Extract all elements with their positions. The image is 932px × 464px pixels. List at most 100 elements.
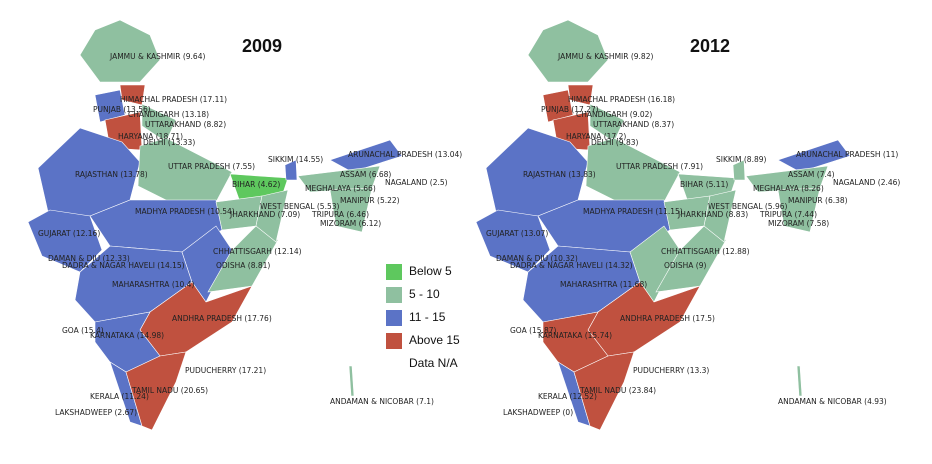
state-label: WEST BENGAL (5.96) bbox=[708, 202, 788, 211]
state-label: CHHATTISGARH (12.88) bbox=[661, 247, 750, 256]
state-shape bbox=[573, 351, 635, 431]
state-label: HARYANA (18.71) bbox=[118, 132, 183, 141]
state-label: MIZORAM (6.12) bbox=[320, 219, 381, 228]
state-label: BIHAR (5.11) bbox=[680, 180, 728, 189]
state-label: ARUNACHAL PRADESH (13.04) bbox=[348, 150, 462, 159]
state-label: CHHATTISGARH (12.14) bbox=[213, 247, 302, 256]
state-shape bbox=[703, 189, 737, 243]
state-shape bbox=[348, 365, 355, 397]
state-label: ASSAM (7.4) bbox=[788, 170, 835, 179]
state-shape bbox=[207, 225, 279, 293]
state-shape bbox=[527, 19, 609, 83]
state-shape bbox=[796, 365, 803, 397]
legend-swatch bbox=[386, 287, 402, 303]
state-label: DELHI (13.33) bbox=[143, 138, 195, 147]
state-label: GOA (15.87) bbox=[510, 326, 556, 335]
state-label: ODISHA (8.81) bbox=[216, 261, 270, 270]
state-label: MANIPUR (6.38) bbox=[788, 196, 848, 205]
state-shape bbox=[79, 19, 161, 83]
legend-swatch bbox=[386, 264, 402, 280]
state-label: TAMIL NADU (23.84) bbox=[579, 386, 656, 395]
legend-swatch bbox=[386, 310, 402, 326]
state-label: ANDAMAN & NICOBAR (7.1) bbox=[330, 397, 434, 406]
state-label: LAKSHADWEEP (0) bbox=[503, 408, 573, 417]
state-label: MANIPUR (5.22) bbox=[340, 196, 400, 205]
state-shape bbox=[475, 209, 551, 273]
state-shape bbox=[777, 139, 851, 173]
state-label: PUDUCHERRY (13.3) bbox=[633, 366, 709, 375]
state-label: ASSAM (6.68) bbox=[340, 170, 391, 179]
state-label: DADRA & NAGAR HAVELI (14.32) bbox=[510, 261, 633, 270]
state-shape bbox=[125, 351, 187, 431]
legend-label: Data N/A bbox=[409, 356, 458, 370]
state-label: SIKKIM (8.89) bbox=[716, 155, 767, 164]
state-label: KARNATAKA (15.74) bbox=[538, 331, 612, 340]
state-label: DAMAN & DIU (12.33) bbox=[48, 254, 130, 263]
state-label: HARYANA (17.2) bbox=[566, 132, 626, 141]
state-shape bbox=[329, 187, 373, 233]
state-label: ANDAMAN & NICOBAR (4.93) bbox=[778, 397, 887, 406]
map: 2009 JAMMU & KASHMIR (9.64) HIMACHAL PRADE… bbox=[27, 19, 462, 431]
state-label: GUJARAT (12.16) bbox=[38, 229, 100, 238]
state-label: DAMAN & DIU (10.32) bbox=[496, 254, 578, 263]
state-label: HIMACHAL PRADESH (17.11) bbox=[120, 95, 227, 104]
state-label: NAGALAND (2.5) bbox=[385, 178, 448, 187]
state-label: UTTAR PRADESH (7.55) bbox=[168, 162, 255, 171]
map-year: 2012 bbox=[690, 36, 730, 56]
state-label: BIHAR (4.62) bbox=[232, 180, 280, 189]
state-label: DELHI (9.83) bbox=[591, 138, 639, 147]
state-label: SIKKIM (14.55) bbox=[268, 155, 323, 164]
state-shape bbox=[655, 225, 727, 293]
state-label: ANDHRA PRADESH (17.76) bbox=[172, 314, 272, 323]
state-label: RAJASTHAN (13.83) bbox=[523, 170, 596, 179]
state-label: MADHYA PRADESH (10.54) bbox=[135, 207, 235, 216]
state-label: JAMMU & KASHMIR (9.82) bbox=[557, 52, 653, 61]
state-label: MEGHALAYA (5.66) bbox=[305, 184, 376, 193]
state-label: TRIPURA (6.46) bbox=[311, 210, 369, 219]
state-label: UTTAR PRADESH (7.91) bbox=[616, 162, 703, 171]
map: 2012 JAMMU & KASHMIR (9.82) HIMACHAL PRADE… bbox=[475, 19, 900, 431]
state-label: NAGALAND (2.46) bbox=[833, 178, 900, 187]
state-shape bbox=[732, 159, 746, 181]
state-label: KERALA (11.24) bbox=[90, 392, 149, 401]
state-label: TAMIL NADU (20.65) bbox=[131, 386, 208, 395]
state-shape bbox=[284, 159, 298, 181]
state-label: PUDUCHERRY (17.21) bbox=[185, 366, 266, 375]
state-shape bbox=[94, 89, 126, 123]
state-label: UTTARAKHAND (8.82) bbox=[145, 120, 226, 129]
state-label: ODISHA (9) bbox=[664, 261, 707, 270]
state-label: KERALA (12.52) bbox=[538, 392, 597, 401]
state-shape bbox=[329, 139, 403, 173]
state-label: MEGHALAYA (8.26) bbox=[753, 184, 824, 193]
state-label: JHARKHAND (8.83) bbox=[677, 210, 748, 219]
map-year: 2009 bbox=[242, 36, 282, 56]
state-label: MADHYA PRADESH (11.15) bbox=[583, 207, 683, 216]
state-label: WEST BENGAL (5.53) bbox=[260, 202, 340, 211]
state-label: MIZORAM (7.58) bbox=[768, 219, 829, 228]
state-label: HIMACHAL PRADESH (16.18) bbox=[568, 95, 675, 104]
state-label: GOA (15.4) bbox=[62, 326, 104, 335]
state-shape bbox=[27, 209, 103, 273]
state-label: MAHARASHTRA (10.4) bbox=[112, 280, 194, 289]
state-label: GUJARAT (13.07) bbox=[486, 229, 548, 238]
state-label: PUNJAB (13.56) bbox=[93, 105, 151, 114]
state-label: UTTARAKHAND (8.37) bbox=[593, 120, 674, 129]
state-shape bbox=[542, 89, 574, 123]
state-shape bbox=[777, 187, 821, 233]
state-label: DADRA & NAGAR HAVELI (14.15) bbox=[62, 261, 185, 270]
state-label: JAMMU & KASHMIR (9.64) bbox=[109, 52, 205, 61]
state-label: ANDHRA PRADESH (17.5) bbox=[620, 314, 715, 323]
legend-label: 5 - 10 bbox=[409, 287, 440, 301]
legend-label: 11 - 15 bbox=[409, 310, 446, 324]
state-label: ARUNACHAL PRADESH (11) bbox=[796, 150, 898, 159]
state-label: JHARKHAND (7.09) bbox=[229, 210, 300, 219]
state-label: TRIPURA (7.44) bbox=[759, 210, 817, 219]
state-label: PUNJAB (17.27) bbox=[541, 105, 599, 114]
state-shape bbox=[255, 189, 289, 243]
state-label: RAJASTHAN (13.78) bbox=[75, 170, 148, 179]
legend-label: Above 15 bbox=[409, 333, 460, 347]
state-label: MAHARASHTRA (11.68) bbox=[560, 280, 647, 289]
state-label: CHANDIGARH (9.02) bbox=[576, 110, 652, 119]
state-label: LAKSHADWEEP (2.67) bbox=[55, 408, 137, 417]
